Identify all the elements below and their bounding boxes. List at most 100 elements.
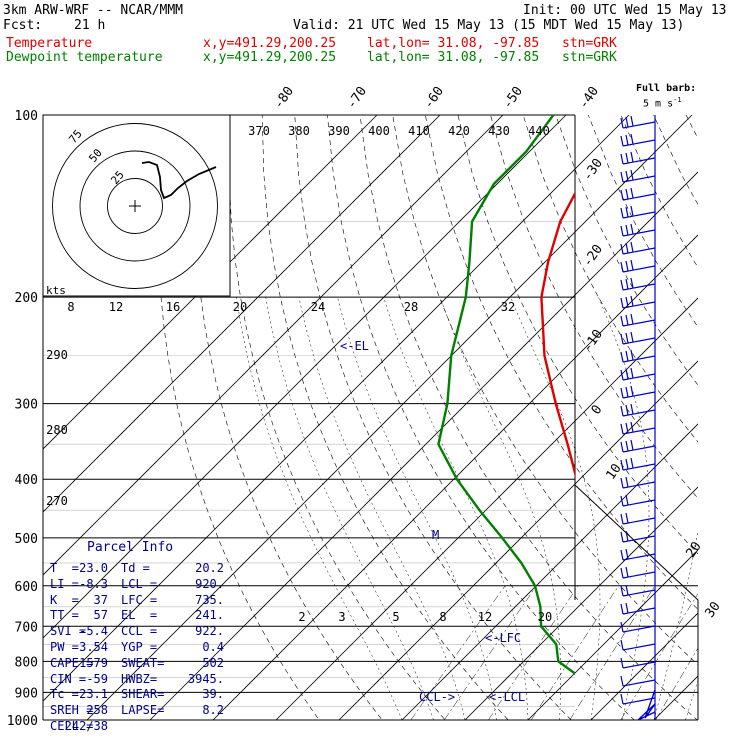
theta-e-label: 440 <box>528 124 550 138</box>
wind-barb <box>620 295 656 309</box>
parcel-cell: 37 <box>93 592 108 607</box>
lcl-marker: <-LCL <box>489 690 526 704</box>
wind-barbs <box>620 115 656 721</box>
mixing-ratio-label-lower: 12 <box>478 610 492 624</box>
mixing-ratio-label: 28 <box>404 300 418 314</box>
valid-time: Valid: 21 UTC Wed 15 May 13 (15 MDT Wed … <box>293 18 685 33</box>
isotherm-line <box>464 486 698 720</box>
theta-e-label: 420 <box>448 124 470 138</box>
isotherm-label: -60 <box>421 84 447 112</box>
isotherm-line <box>401 423 698 720</box>
moist-adiabat <box>685 679 698 720</box>
wind-barb <box>620 277 656 291</box>
ccl-marker: CCL-> <box>419 690 456 704</box>
wind-barb <box>620 639 656 651</box>
theta-label: 270 <box>46 494 68 508</box>
parcel-cell: LCL = <box>121 576 158 591</box>
dry-adiabat <box>522 115 698 443</box>
theta-e-label: 390 <box>328 124 350 138</box>
parcel-cell: 39. <box>202 687 224 702</box>
dewpoint-profile <box>437 115 575 676</box>
moist-adiabat <box>236 297 403 720</box>
wind-barb <box>620 584 656 597</box>
dry-adiabat <box>490 115 698 499</box>
mixing-ratio-label-lower: 8 <box>439 610 446 624</box>
moist-adiabat <box>383 297 529 720</box>
latlon-dew: lat,lon= 31.08, -97.85 <box>367 50 540 65</box>
theta-e-label: 400 <box>368 124 390 138</box>
isotherm-label: 10 <box>603 461 624 482</box>
parcel-cell: 3945. <box>187 671 224 686</box>
surface-barb <box>637 689 656 721</box>
dry-adiabat <box>359 115 698 720</box>
wind-barb <box>620 530 656 543</box>
m-marker: M <box>432 528 440 542</box>
mixing-ratio-label: 24 <box>311 300 325 314</box>
parcel-cell: 23.0 <box>79 561 108 575</box>
mixing-ratio-label: 8 <box>67 300 74 314</box>
mixing-ratio-label-lower: 5 <box>392 610 399 624</box>
legend-dewpoint: Dewpoint temperature <box>6 50 163 65</box>
wind-barb <box>620 693 656 705</box>
moist-adiabat <box>717 297 740 720</box>
parcel-cell: 922. <box>195 624 224 639</box>
wind-barb <box>620 602 656 615</box>
moist-adiabat <box>510 297 601 720</box>
parcel-cell: HWBZ= <box>121 671 158 686</box>
mixing-ratio-label: 16 <box>166 300 180 314</box>
pressure-tick-label: 300 <box>15 398 38 413</box>
parcel-cell: LFC = <box>121 592 158 607</box>
barb-legend-unit: 5 m s-1 <box>643 96 682 110</box>
station-dew: stn=GRK <box>562 50 617 65</box>
mixing-ratio-label: 20 <box>233 300 247 314</box>
lower-right-edge <box>574 484 699 720</box>
dry-adiabat <box>228 115 446 720</box>
theta-label: 280 <box>46 423 68 437</box>
wind-barb <box>620 205 656 219</box>
moist-adiabat <box>653 529 698 720</box>
hodograph-ring <box>107 178 163 234</box>
parcel-cell: 0.4 <box>202 640 224 654</box>
dry-adiabat <box>193 115 383 720</box>
parcel-cell: SWEAT= <box>121 655 165 670</box>
wind-barb <box>620 367 656 381</box>
parcel-cell: 920. <box>195 576 224 591</box>
wind-barb <box>620 313 656 327</box>
wind-barb <box>620 115 656 129</box>
isotherm-line <box>212 234 698 720</box>
dry-adiabat <box>685 115 698 140</box>
pressure-tick-label: 200 <box>15 291 38 306</box>
pressure-tick-label: 400 <box>15 473 38 488</box>
isotherm-line <box>43 115 630 702</box>
isotherm-line <box>86 115 693 720</box>
parcel-cell: 1579 <box>79 655 108 670</box>
parcel-cell: Td = <box>121 561 150 575</box>
parcel-cell: PW = <box>50 640 79 654</box>
wind-barb <box>620 657 656 669</box>
wind-barb <box>620 439 656 453</box>
mixing-ratio-label-lower: 3 <box>338 610 345 624</box>
dry-adiabat <box>425 115 698 610</box>
isotherm-label: 30 <box>702 599 723 620</box>
parcel-cell: CAPE = <box>50 655 94 670</box>
wind-barb <box>620 421 656 435</box>
isotherm-line <box>653 675 698 720</box>
dry-adiabat <box>653 115 698 206</box>
parcel-cell: SHEAR= <box>121 687 165 702</box>
parcel-cell: CELL = <box>50 719 94 733</box>
isotherm-label: -80 <box>271 84 297 112</box>
model-title: 3km ARW-WRF -- NCAR/MMM <box>3 3 184 18</box>
pressure-tick-label: 900 <box>15 686 38 701</box>
theta-e-label: 430 <box>488 124 510 138</box>
parcel-cell: TT = <box>50 608 79 623</box>
pressure-tick-label: 1000 <box>7 714 38 729</box>
hodograph-trace <box>141 161 217 200</box>
mixing-ratio-line <box>655 647 698 720</box>
parcel-cell: -59 <box>86 671 108 686</box>
wind-barb <box>620 187 656 201</box>
parcel-cell: Tc = <box>50 687 79 702</box>
isotherm-line <box>717 115 740 720</box>
parcel-cell: 241. <box>195 608 224 623</box>
parcel-cell: 20.2 <box>195 561 224 575</box>
parcel-cell: T = <box>50 561 79 575</box>
